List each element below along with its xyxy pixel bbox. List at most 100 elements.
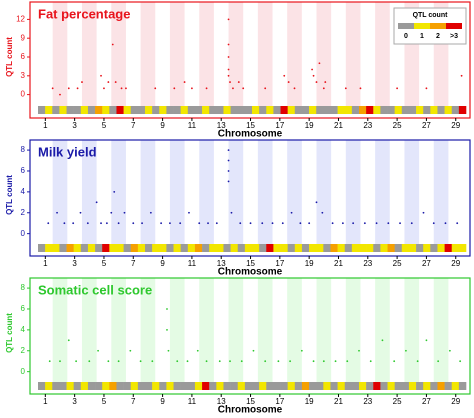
qtl-point: [227, 68, 230, 71]
density-bin: [87, 244, 96, 252]
chromosome-band: [52, 278, 68, 382]
x-tick-label: 27: [422, 397, 431, 406]
density-bin: [223, 244, 231, 252]
density-bin: [87, 106, 96, 114]
qtl-point: [169, 222, 171, 225]
y-axis-label: QTL count: [5, 313, 14, 353]
qtl-point: [149, 211, 152, 214]
density-bin: [458, 106, 467, 114]
qtl-point: [237, 81, 240, 83]
density-bin: [152, 382, 160, 390]
density-bin: [109, 382, 117, 390]
qtl-point: [154, 87, 157, 90]
qtl-point: [289, 360, 292, 363]
x-tick-label: 5: [102, 397, 107, 406]
density-bin: [366, 106, 374, 114]
density-bin: [173, 382, 181, 390]
qtl-point: [120, 87, 123, 90]
qtl-point: [437, 360, 440, 363]
density-bin: [166, 106, 174, 114]
chromosome-band: [169, 140, 185, 244]
density-bin: [423, 106, 431, 114]
density-bin: [194, 382, 203, 390]
x-tick-label: 11: [188, 121, 197, 130]
density-bin: [102, 382, 110, 390]
density-bin: [259, 106, 267, 114]
qtl-point: [100, 74, 102, 77]
qtl-point: [97, 349, 99, 352]
density-bin: [337, 382, 346, 390]
qtl-point: [444, 222, 447, 225]
density-bin: [123, 382, 132, 390]
density-bin: [80, 244, 89, 252]
panel-frame: [29, 139, 471, 257]
qtl-point: [396, 87, 399, 90]
qtl-point: [334, 360, 337, 363]
density-bin: [173, 106, 181, 114]
legend-swatch: [446, 23, 462, 29]
qtl-point: [315, 201, 318, 204]
density-bin: [344, 106, 353, 114]
x-axis-label: Chromosome: [218, 129, 283, 140]
qtl-point: [59, 93, 61, 96]
x-tick-label: 9: [160, 397, 165, 406]
chromosome-band: [345, 2, 361, 106]
chromosome-band: [111, 2, 126, 106]
y-axis-label: QTL count: [5, 37, 14, 77]
panel-title: Milk yield: [38, 144, 97, 159]
density-bin: [309, 106, 317, 114]
density-bin: [351, 382, 360, 390]
density-bin: [202, 106, 210, 114]
density-bin: [66, 382, 74, 390]
legend-label: >3: [450, 33, 458, 40]
qtl-point: [312, 360, 315, 363]
chromosome-band: [199, 2, 214, 106]
density-bin: [194, 106, 203, 114]
density-bin: [180, 106, 189, 114]
legend-label: 1: [420, 33, 424, 40]
qtl-point: [287, 81, 290, 83]
density-bin: [266, 244, 274, 252]
qtl-point: [432, 222, 435, 225]
density-bin: [423, 382, 431, 390]
chromosome-band: [316, 278, 332, 382]
x-tick-label: 21: [334, 121, 343, 130]
qtl-point: [166, 308, 168, 310]
x-tick-label: 3: [72, 259, 77, 268]
x-tick-label: 15: [246, 397, 255, 406]
density-bin: [280, 382, 288, 390]
qtl-point: [381, 339, 384, 342]
density-bin: [309, 244, 317, 252]
qtl-point: [227, 149, 230, 151]
qtl-point: [271, 222, 274, 225]
density-bin: [451, 244, 460, 252]
density-bin: [230, 106, 239, 114]
qtl-point: [227, 180, 230, 183]
density-bin: [159, 106, 167, 114]
density-bin: [145, 244, 153, 252]
density-bin: [380, 382, 388, 390]
density-bin: [102, 244, 110, 252]
density-bin: [244, 244, 253, 252]
density-bin: [66, 244, 74, 252]
qtl-point: [132, 222, 135, 225]
qtl-point: [308, 222, 311, 225]
x-tick-label: 13: [217, 121, 226, 130]
legend-label: 0: [404, 33, 408, 40]
density-bin: [408, 244, 417, 252]
chromosome-band: [199, 278, 214, 382]
density-bin: [316, 244, 324, 252]
density-bin: [166, 244, 174, 252]
chromosome-band: [375, 278, 390, 382]
density-bin: [430, 106, 438, 114]
density-bin: [73, 106, 82, 114]
density-bin: [173, 244, 181, 252]
density-bin: [366, 244, 374, 252]
density-bin: [273, 382, 281, 390]
density-bin: [130, 244, 139, 252]
qtl-point: [229, 360, 231, 363]
density-bin: [109, 244, 117, 252]
qtl-point: [227, 74, 230, 77]
density-bin: [323, 106, 331, 114]
qtl-point: [75, 360, 78, 363]
